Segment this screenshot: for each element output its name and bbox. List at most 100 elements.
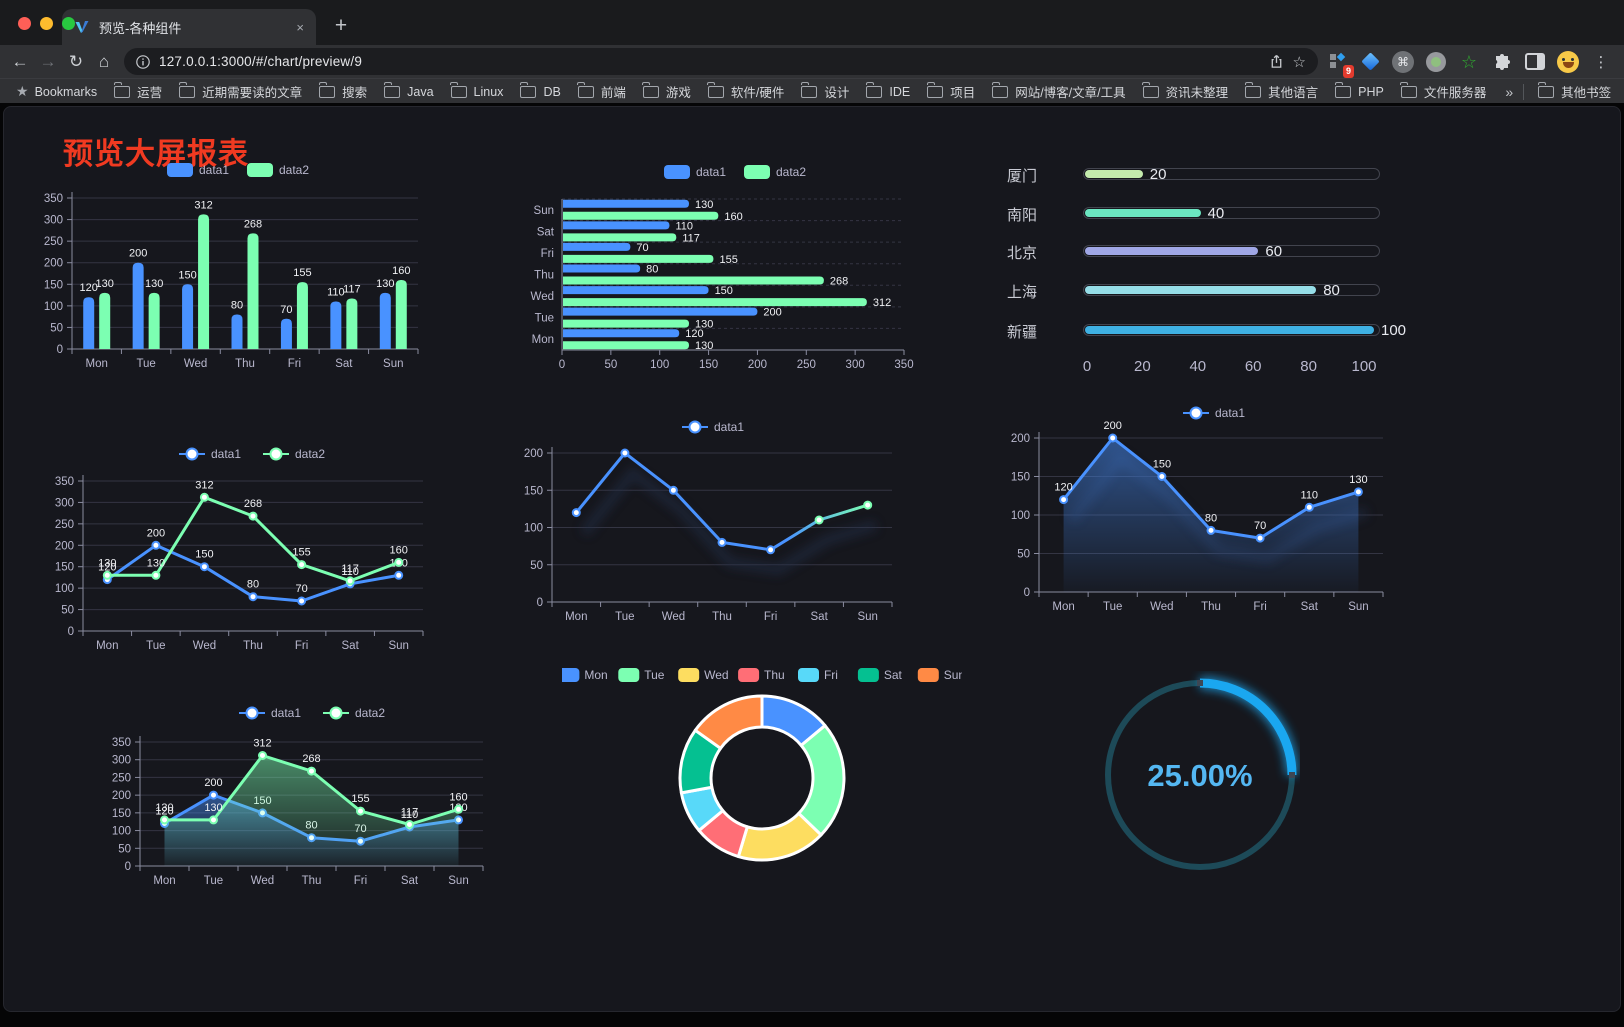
- legend-item[interactable]: data2: [744, 165, 806, 179]
- extension-gem-icon[interactable]: [1359, 51, 1381, 73]
- extension-star-icon[interactable]: ☆: [1460, 51, 1478, 72]
- bookmark-folder[interactable]: IDE: [865, 82, 911, 99]
- bookmarks-manager-item[interactable]: ★ Bookmarks: [16, 83, 97, 100]
- bookmark-folder[interactable]: 运营: [113, 82, 162, 101]
- svg-text:120: 120: [1054, 482, 1072, 494]
- axis-tick-label: 20: [1134, 358, 1151, 375]
- svg-text:110: 110: [327, 287, 345, 299]
- chart-area-single: data1 0 50 100 150 200 Mon Tue Wed Thu Fri Sat Sun 12…: [975, 388, 1393, 614]
- legend-item[interactable]: data1: [664, 165, 726, 179]
- svg-text:Sat: Sat: [401, 875, 419, 887]
- bookmark-folder[interactable]: DB: [519, 82, 561, 99]
- share-icon[interactable]: [1269, 54, 1284, 69]
- url-text[interactable]: 127.0.0.1:3000/#/chart/preview/9: [159, 54, 363, 69]
- svg-text:300: 300: [112, 755, 131, 767]
- legend-item[interactable]: Tue: [618, 668, 665, 682]
- bookmark-folder[interactable]: PHP: [1334, 82, 1384, 99]
- bookmark-folder[interactable]: 项目: [926, 82, 975, 101]
- new-tab-button[interactable]: +: [334, 14, 348, 37]
- home-button[interactable]: ⌂: [98, 51, 110, 71]
- profile-avatar[interactable]: [1557, 50, 1579, 73]
- svg-text:130: 130: [96, 278, 114, 290]
- legend-item[interactable]: data1: [682, 420, 744, 434]
- maximize-window-button[interactable]: [62, 17, 75, 30]
- extension-record-icon[interactable]: [1425, 51, 1447, 73]
- axis-tick-label: 0: [1082, 358, 1092, 375]
- progress-fill: [1085, 209, 1201, 217]
- extension-puzzle-icon[interactable]: [1491, 51, 1513, 73]
- address-bar[interactable]: 127.0.0.1:3000/#/chart/preview/9 ☆: [124, 48, 1318, 75]
- legend-item[interactable]: Sat: [857, 668, 903, 682]
- close-window-button[interactable]: [18, 17, 31, 30]
- progress-label: 厦门: [1006, 168, 1037, 185]
- svg-text:data2: data2: [279, 163, 309, 177]
- bookmark-label: 文件服务器: [1423, 86, 1487, 100]
- forward-button[interactable]: →: [39, 51, 57, 71]
- legend-item[interactable]: data2: [323, 706, 385, 720]
- svg-text:50: 50: [1017, 549, 1030, 561]
- extensions-area: 9 ⌘ ☆ ⋮: [1326, 50, 1618, 78]
- bookmark-folder[interactable]: 网站/博客/文章/工具: [991, 82, 1126, 101]
- svg-text:data1: data1: [271, 706, 301, 720]
- other-bookmarks-label: 其他书签: [1561, 86, 1612, 100]
- reload-button[interactable]: ↻: [68, 51, 84, 71]
- svg-text:25.00%: 25.00%: [1147, 758, 1252, 793]
- bookmark-folder[interactable]: 游戏: [642, 82, 691, 101]
- svg-text:50: 50: [118, 843, 131, 855]
- svg-text:Wed: Wed: [704, 668, 728, 682]
- bookmark-folder[interactable]: 搜索: [318, 82, 367, 101]
- legend-item[interactable]: Sun: [917, 668, 962, 682]
- bookmark-folder[interactable]: 前端: [577, 82, 626, 101]
- extension-grid-icon[interactable]: 9: [1326, 51, 1354, 78]
- svg-text:250: 250: [797, 359, 816, 371]
- svg-text:130: 130: [98, 557, 116, 569]
- legend-item[interactable]: data2: [247, 163, 309, 177]
- pie-slice[interactable]: [693, 694, 764, 750]
- legend-item[interactable]: data1: [239, 706, 301, 720]
- svg-text:Thu: Thu: [534, 270, 554, 282]
- browser-menu-icon[interactable]: ⋮: [1593, 53, 1609, 71]
- extension-command-icon[interactable]: ⌘: [1392, 50, 1414, 73]
- bookmark-label: 游戏: [665, 86, 691, 100]
- side-panel-icon[interactable]: [1524, 51, 1546, 73]
- bookmark-star-icon[interactable]: ☆: [1292, 53, 1306, 71]
- legend-item[interactable]: data1: [167, 163, 229, 177]
- svg-text:Fri: Fri: [824, 668, 838, 682]
- bookmark-folder[interactable]: Linux: [450, 82, 503, 99]
- folder-icon: [1334, 82, 1352, 98]
- bookmark-folder[interactable]: Java: [383, 82, 434, 99]
- svg-text:117: 117: [343, 284, 361, 296]
- svg-text:155: 155: [292, 547, 310, 559]
- legend-item[interactable]: Fri: [798, 668, 838, 682]
- back-button[interactable]: ←: [11, 51, 29, 71]
- browser-tab[interactable]: 预览-各种组件 ×: [62, 9, 316, 45]
- bookmark-folder[interactable]: 其他语言: [1244, 82, 1318, 101]
- site-info-icon[interactable]: [136, 54, 150, 69]
- bookmark-folder[interactable]: 设计: [800, 82, 849, 101]
- tab-close-icon[interactable]: ×: [296, 19, 304, 35]
- bookmarks-overflow-icon[interactable]: »: [1505, 83, 1514, 100]
- legend-item[interactable]: data1: [179, 447, 241, 461]
- legend-item[interactable]: Mon: [562, 668, 608, 682]
- svg-text:Thu: Thu: [1201, 601, 1221, 613]
- svg-text:Wed: Wed: [184, 358, 207, 370]
- svg-text:150: 150: [699, 359, 718, 371]
- folder-icon: [642, 82, 659, 98]
- bookmark-label: 网站/博客/文章/工具: [1015, 86, 1126, 100]
- legend-item[interactable]: data1: [1183, 406, 1245, 420]
- legend-item[interactable]: Wed: [678, 668, 729, 682]
- other-bookmarks-folder[interactable]: 其他书签: [1537, 82, 1612, 101]
- bookmark-folder[interactable]: 软件/硬件: [707, 82, 784, 101]
- svg-text:350: 350: [894, 359, 913, 371]
- minimize-window-button[interactable]: [40, 17, 53, 30]
- svg-text:Tue: Tue: [136, 358, 155, 370]
- bookmark-folder[interactable]: 资讯未整理: [1142, 82, 1228, 101]
- bookmark-folder[interactable]: 近期需要读的文章: [178, 82, 302, 101]
- svg-text:Thu: Thu: [235, 358, 255, 370]
- chart-line-gradient: data1 0 50 100 150 200 Mon Tue Wed Thu Fri Sat Sun: [490, 400, 908, 626]
- bookmark-label: IDE: [889, 84, 911, 99]
- chart-gauge: 25.00%: [1100, 671, 1300, 879]
- legend-item[interactable]: Thu: [738, 668, 785, 682]
- bookmark-folder[interactable]: 文件服务器: [1400, 82, 1487, 101]
- legend-item[interactable]: data2: [263, 447, 325, 461]
